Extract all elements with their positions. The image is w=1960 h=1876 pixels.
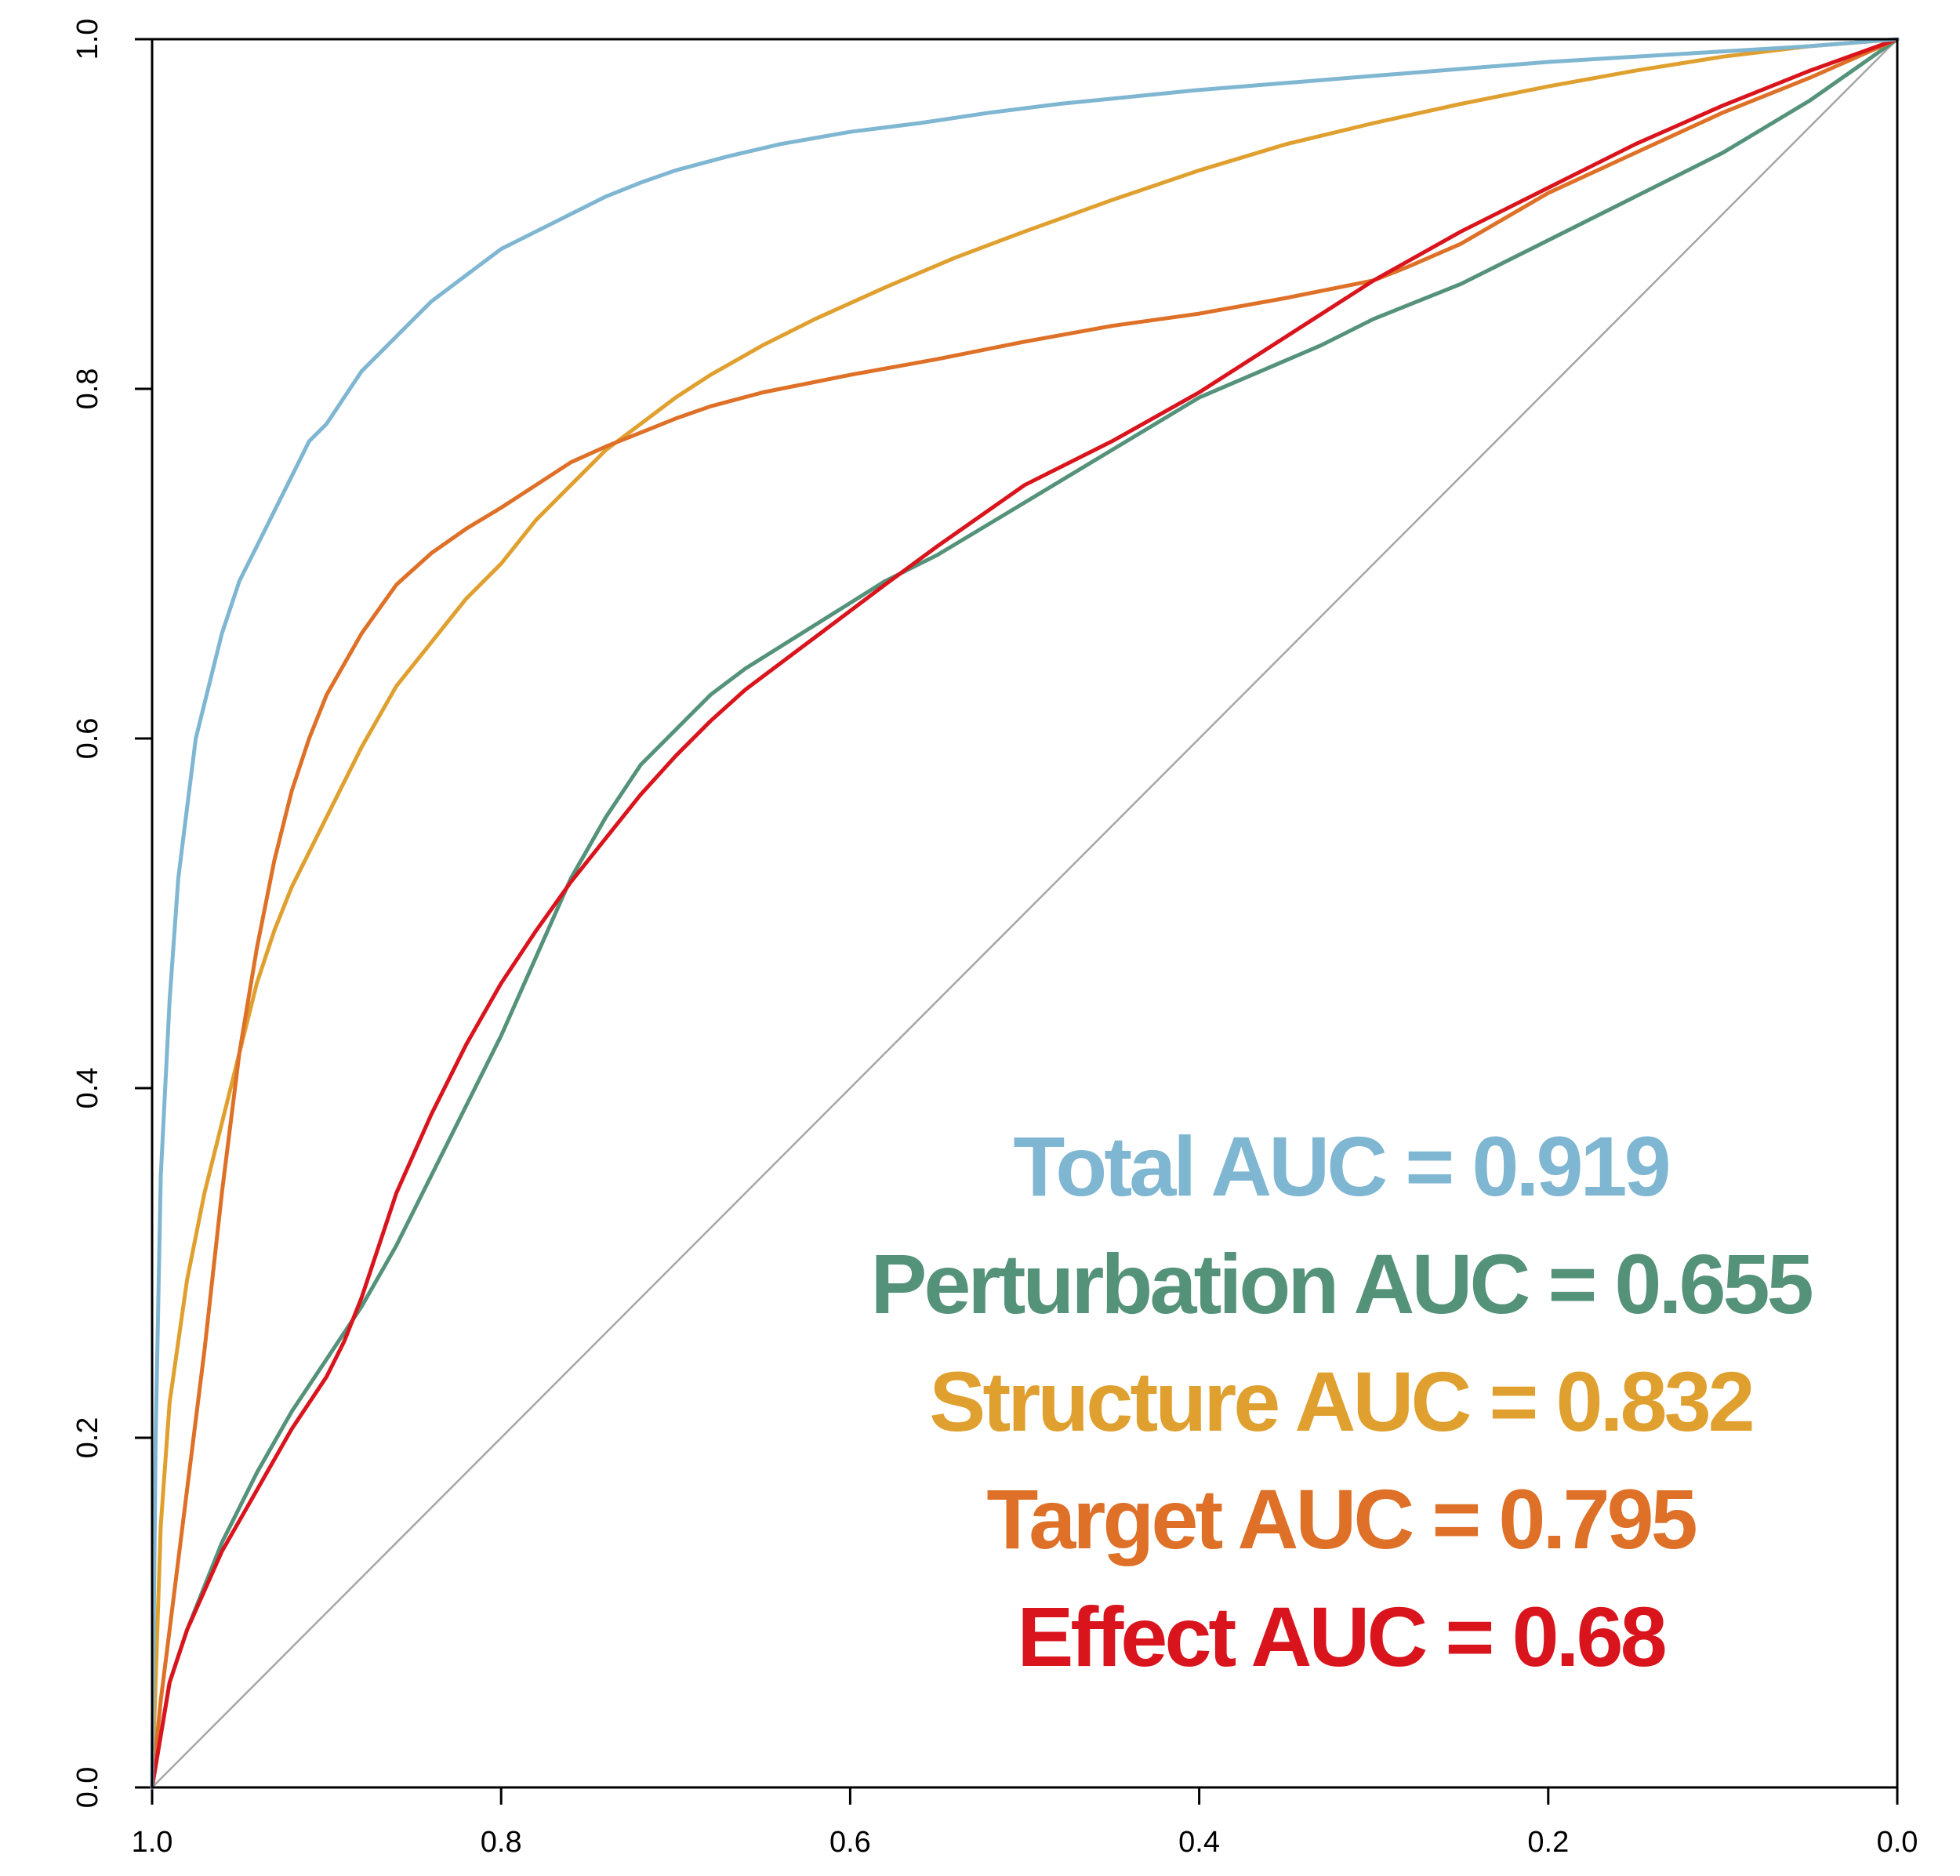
- legend-entry-target: Target AUC = 0.795: [986, 1471, 1696, 1566]
- series-line-perturbation: [150, 37, 1900, 1790]
- y-tick-label-5: 1.0: [71, 19, 104, 60]
- axes: 1.0 0.8 0.6 0.4 0.2 0.0 0.0 0.2 0.4 0.6 0.8 1.0: [71, 19, 1918, 1859]
- chance-diagonal-line: [151, 38, 1898, 1788]
- series-lines: [150, 37, 1900, 1790]
- y-tick-label-2: 0.4: [71, 1068, 104, 1109]
- series-line-total: [150, 37, 1900, 1790]
- legend-entry-total: Total AUC = 0.919: [1013, 1119, 1668, 1214]
- legend-entry-effect: Effect AUC = 0.68: [1017, 1589, 1664, 1684]
- x-tick-label-3: 0.4: [1178, 1826, 1220, 1859]
- x-tick-label-1: 0.8: [481, 1826, 522, 1859]
- x-tick-label-4: 0.2: [1527, 1826, 1569, 1859]
- plot-frame: [151, 38, 1899, 1789]
- series-line-target: [150, 37, 1900, 1790]
- x-tick-label-0: 1.0: [132, 1826, 173, 1859]
- legend-entry-perturbation: Perturbation AUC = 0.655: [870, 1236, 1812, 1331]
- y-tick-label-3: 0.6: [71, 718, 104, 760]
- y-tick-label-4: 0.8: [71, 368, 104, 410]
- x-tick-label-5: 0.0: [1877, 1826, 1918, 1859]
- y-tick-label-1: 0.2: [71, 1417, 104, 1459]
- y-tick-label-0: 0.0: [71, 1767, 104, 1809]
- legend-entry-structure: Structure AUC = 0.832: [929, 1354, 1751, 1449]
- series-line-effect: [150, 37, 1900, 1790]
- x-tick-label-2: 0.6: [829, 1826, 871, 1859]
- reference-diagonal: [151, 38, 1898, 1788]
- legend: Total AUC = 0.919 Perturbation AUC = 0.6…: [870, 1119, 1815, 1684]
